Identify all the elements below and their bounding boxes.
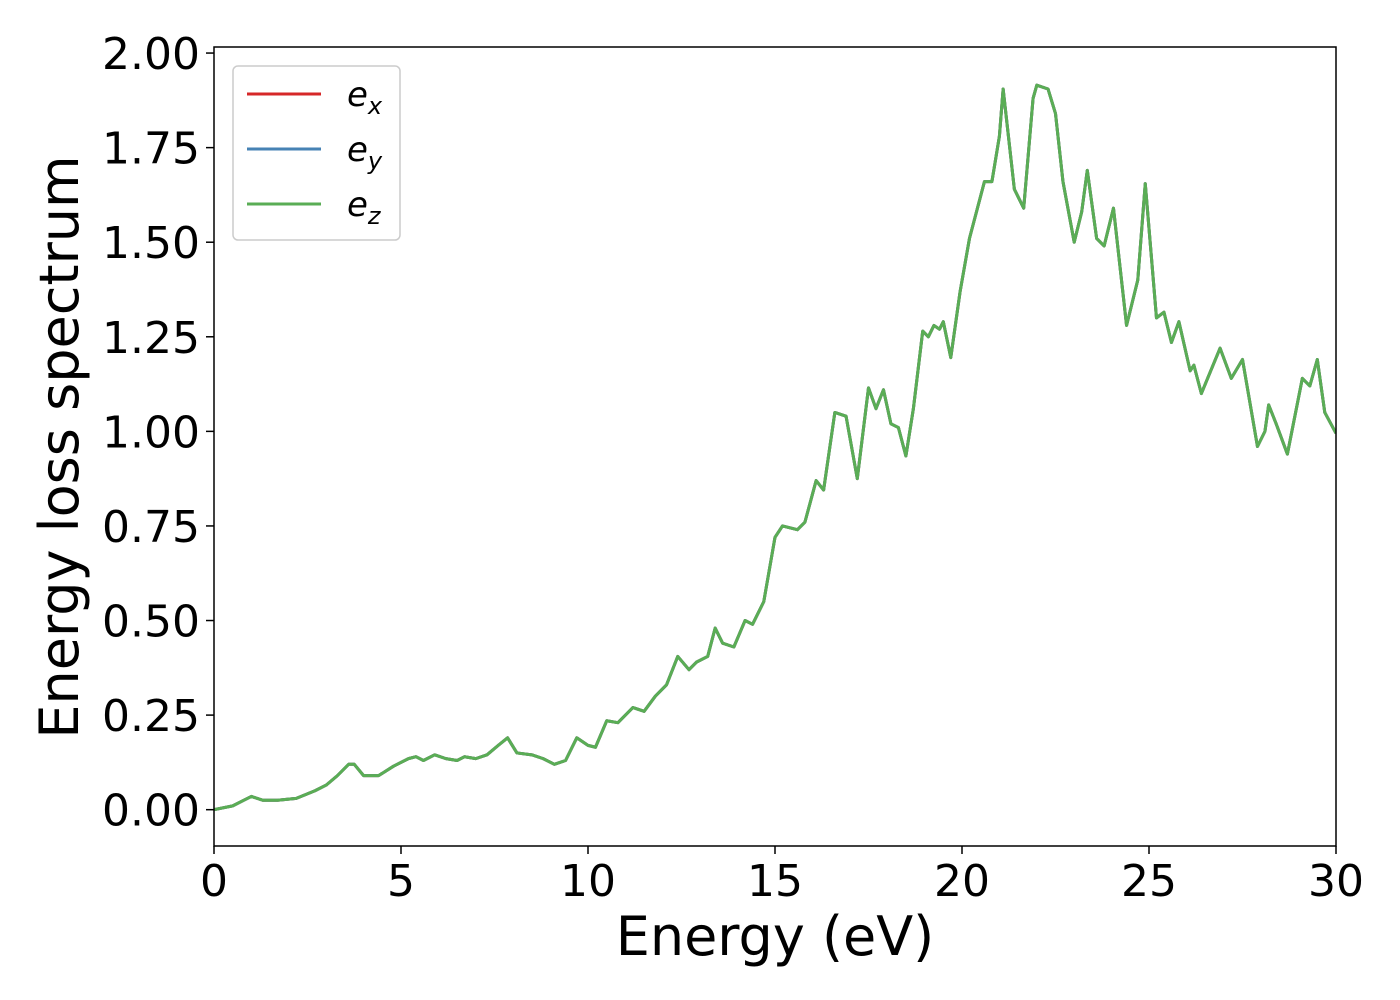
x-tick-label: 20	[934, 856, 990, 907]
x-tick-label: 30	[1308, 856, 1364, 907]
x-tick-label: 15	[747, 856, 803, 907]
legend-label: ey	[347, 130, 383, 175]
y-axis-label: Energy loss spectrum	[28, 155, 91, 738]
legend-label: ex	[347, 75, 383, 120]
y-tick-label: 0.00	[102, 786, 200, 837]
x-tick-label: 5	[387, 856, 415, 907]
x-tick-label: 25	[1121, 856, 1177, 907]
legend-box	[232, 65, 401, 241]
y-tick-label: 0.25	[102, 691, 200, 742]
y-tick-label: 0.75	[102, 502, 200, 553]
x-axis-label: Energy (eV)	[616, 905, 935, 968]
x-tick-label: 10	[560, 856, 616, 907]
y-tick-label: 1.00	[102, 407, 200, 458]
legend-label: ez	[347, 185, 382, 230]
plot-frame	[213, 46, 1337, 847]
y-tick-label: 1.50	[102, 218, 200, 269]
y-tick-label: 0.50	[102, 597, 200, 648]
y-tick-label: 1.25	[102, 313, 200, 364]
x-tick-label: 0	[200, 856, 228, 907]
y-tick-label: 1.75	[102, 124, 200, 175]
y-tick-label: 2.00	[102, 29, 200, 80]
series-line	[214, 83, 1336, 812]
